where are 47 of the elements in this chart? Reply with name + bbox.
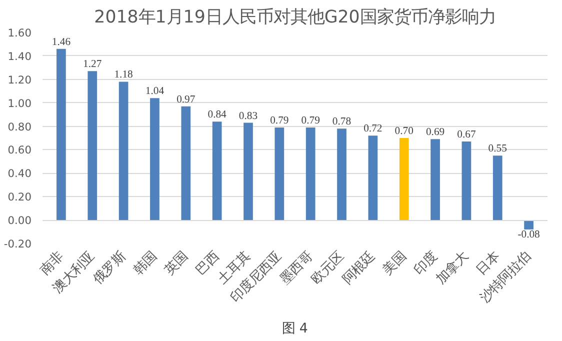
data-label: 1.18 (114, 70, 133, 81)
data-label: 0.69 (426, 127, 445, 138)
bar (118, 82, 128, 220)
y-tick-label: 0.20 (8, 190, 32, 204)
chart-title: 2018年1月19日人民币对其他G20国家货币净影响力 (94, 8, 496, 28)
data-label: 1.46 (52, 36, 72, 48)
y-tick-label: 0.80 (8, 120, 32, 134)
data-label: 0.84 (208, 110, 228, 121)
bar (492, 156, 502, 220)
y-tick-label: 0.00 (8, 214, 32, 228)
bar (150, 98, 160, 220)
bar (462, 142, 472, 220)
bar (88, 71, 98, 220)
y-tick-label: 0.60 (8, 144, 32, 157)
data-label: 0.79 (270, 115, 289, 126)
y-tick-label: 0.40 (8, 167, 32, 180)
bar (244, 122, 253, 220)
data-label: -0.08 (518, 229, 540, 240)
bar (56, 48, 66, 220)
data-label: 0.70 (394, 126, 414, 137)
bar (430, 139, 440, 220)
data-label: 0.79 (301, 115, 320, 126)
data-label: 1.04 (145, 86, 165, 98)
bar (399, 138, 409, 220)
bar (181, 106, 191, 220)
bar (274, 127, 284, 220)
y-tick-label: 1.40 (8, 50, 32, 63)
data-label: 1.27 (83, 59, 102, 70)
y-tick-label: 1.00 (8, 96, 32, 110)
data-label: 0.97 (176, 94, 196, 106)
data-label: 0.67 (457, 130, 476, 141)
y-tick-label: 1.20 (8, 73, 32, 86)
y-tick-label: 1.60 (8, 26, 32, 40)
data-label: 0.78 (332, 116, 352, 128)
bar (524, 220, 534, 230)
x-tick-label: 英国 (162, 249, 192, 278)
data-label: 0.83 (238, 110, 258, 122)
y-tick-label: -0.20 (4, 238, 32, 250)
x-tick-label: 韩国 (131, 249, 160, 278)
bar (337, 128, 346, 220)
bar (212, 122, 222, 220)
caption: 图 4 (282, 322, 308, 336)
bar (368, 136, 378, 220)
x-tick-label: 美国 (380, 248, 410, 278)
data-label: 0.55 (488, 144, 507, 155)
data-label: 0.72 (364, 124, 382, 135)
bar (306, 127, 316, 220)
